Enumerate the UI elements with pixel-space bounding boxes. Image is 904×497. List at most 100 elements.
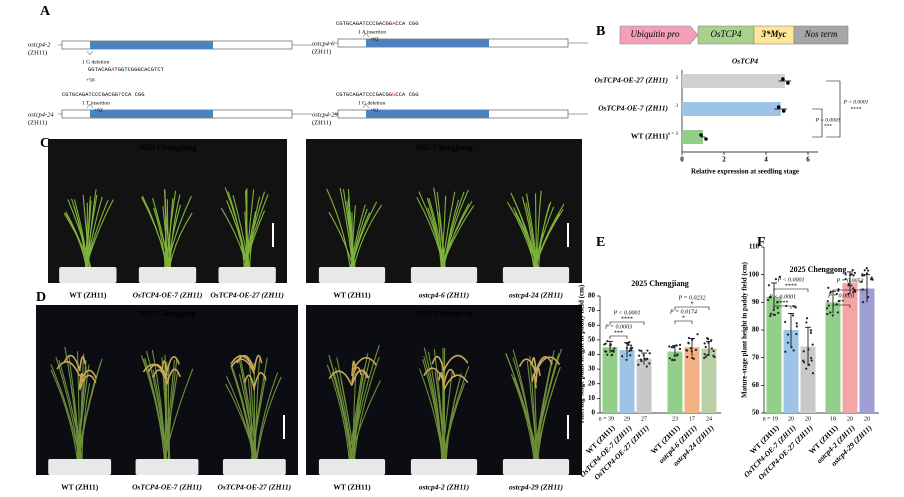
dot: [638, 354, 641, 357]
panicle: [328, 370, 353, 387]
significance-label: ***: [824, 123, 833, 129]
cds-box: [90, 110, 213, 118]
leaf: [249, 196, 261, 268]
dot: [802, 350, 805, 353]
panicle: [78, 373, 84, 389]
pot: [138, 267, 197, 283]
y-tick-label: 90: [752, 298, 760, 306]
dot: [811, 372, 815, 375]
dot: [825, 307, 829, 310]
dot: [627, 343, 630, 346]
dot: [863, 269, 866, 272]
allele-background: (ZH11): [28, 49, 47, 56]
leaf: [85, 199, 109, 268]
leaf: [348, 211, 354, 268]
panicle: [351, 357, 378, 373]
sequence-part: CGTGCAGATCCCGACGG: [336, 20, 392, 27]
bracket: [609, 321, 645, 325]
dot: [691, 337, 694, 341]
n-label: 3: [676, 76, 679, 81]
dot: [676, 354, 679, 357]
dot: [844, 277, 847, 281]
y-tick-label: 50: [588, 335, 596, 343]
bar: [636, 358, 652, 413]
dot: [712, 349, 715, 353]
dot: [629, 344, 633, 347]
y-tick-label: 10: [588, 394, 596, 402]
dot: [694, 348, 698, 351]
dot: [646, 349, 649, 352]
dot: [612, 349, 615, 352]
dot: [865, 272, 869, 275]
site-marker: [86, 103, 94, 109]
panicle: [535, 356, 553, 372]
sequence-part: G: [392, 91, 395, 98]
dot: [781, 77, 785, 81]
p-value: P < 0.0001: [612, 310, 640, 316]
panicle: [142, 363, 168, 380]
p-value: P = 0.0031: [827, 293, 855, 299]
y-tick-label: 100: [749, 270, 760, 278]
dot: [829, 311, 832, 314]
photo-label: WT (ZH11): [61, 483, 99, 492]
y-tick-label: 20: [588, 379, 596, 387]
photo-title: 2025 Chenggong: [416, 309, 473, 318]
leaf: [85, 196, 91, 268]
dot: [827, 304, 830, 307]
pot: [218, 267, 276, 283]
site-position: +62: [370, 36, 379, 42]
allele-background: (ZH11): [28, 119, 47, 126]
leaf: [220, 207, 248, 268]
leaf: [418, 191, 445, 268]
y-tick-label: 60: [752, 381, 760, 389]
n-label: 18: [830, 416, 836, 422]
leaf: [81, 383, 91, 460]
dot: [786, 81, 790, 85]
pot: [318, 267, 386, 283]
bar: [619, 350, 635, 413]
n-label: 20: [805, 416, 811, 422]
dot: [854, 290, 857, 293]
panicle: [230, 358, 256, 374]
bracket: [832, 289, 868, 293]
photo-label: ostcp4-29 (ZH11): [509, 483, 563, 492]
pot: [59, 267, 117, 283]
dot: [847, 292, 850, 296]
x-tick-label: 0: [680, 156, 684, 164]
dot: [795, 332, 798, 336]
bar: [667, 351, 683, 413]
dot: [640, 349, 643, 353]
dot: [703, 353, 706, 356]
panicle: [253, 372, 267, 388]
dot: [671, 359, 674, 362]
dot: [871, 278, 874, 281]
dot: [784, 350, 787, 353]
leaf: [521, 196, 536, 268]
dot: [605, 350, 608, 353]
n-label: 29: [624, 416, 630, 422]
dot: [690, 350, 693, 353]
leaf: [151, 197, 170, 268]
panicle: [78, 369, 97, 386]
bar: [842, 282, 858, 413]
leaf: [326, 364, 350, 460]
panel-label: B: [596, 24, 605, 39]
dot: [772, 308, 775, 312]
y-tick-label: 80: [588, 292, 596, 300]
photo-label: ostcp4-24 (ZH11): [509, 291, 563, 300]
leaf: [426, 197, 442, 268]
dot: [807, 363, 811, 366]
significance-stars: ****: [777, 300, 789, 306]
dot: [772, 313, 775, 316]
leaf: [50, 369, 78, 460]
panicle: [351, 366, 363, 383]
leaf: [141, 196, 169, 268]
y-tick-label: 0: [592, 409, 596, 417]
dot: [630, 349, 633, 352]
leaf: [255, 372, 279, 460]
dot: [613, 347, 616, 350]
dot: [696, 333, 699, 336]
mutation-type: 1 G deletion: [358, 100, 385, 106]
sequence-part: CCA CGG: [395, 20, 418, 27]
